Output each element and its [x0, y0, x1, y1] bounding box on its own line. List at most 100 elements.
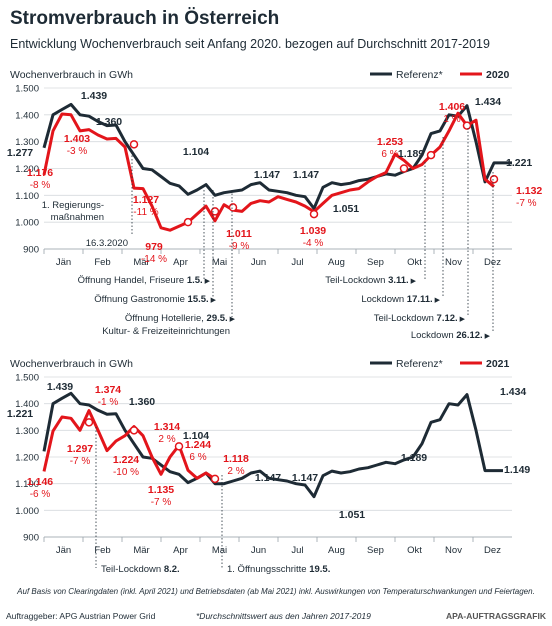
- x-tick-label: Mai: [212, 257, 227, 268]
- event-label: Öffnung Gastronomie 15.5. ▶: [94, 294, 216, 305]
- x-tick-label: Dez: [484, 545, 501, 556]
- data-point-marker: [129, 426, 139, 435]
- legend-label-current: 2021: [486, 358, 510, 370]
- data-label-reference: 1.277: [7, 147, 33, 159]
- data-label-percent: -10 %: [113, 467, 139, 478]
- data-label-reference: 1.434: [475, 96, 501, 108]
- event-label: Lockdown 26.12. ▶: [411, 330, 491, 341]
- data-label-percent: -8 %: [30, 180, 51, 191]
- x-tick-label: Sep: [367, 545, 384, 556]
- data-label-current: 1.135: [148, 484, 174, 496]
- series-line-current: [42, 409, 216, 481]
- annotation-date: 16.3.2020: [86, 238, 128, 249]
- legend-label-current: 2020: [486, 69, 510, 81]
- data-point-marker: [129, 140, 139, 149]
- data-label-current: 1.297: [67, 443, 93, 455]
- data-label-current: 1.253: [377, 136, 403, 148]
- y-tick-label: 1.100: [15, 191, 39, 202]
- data-label-percent: 6 %: [381, 149, 398, 160]
- data-label-current: 1.118: [223, 453, 249, 465]
- data-point-marker: [174, 442, 184, 451]
- data-label-current: 1.011: [226, 228, 252, 240]
- data-label-reference: 1.434: [500, 386, 526, 398]
- data-label-current: 1.224: [113, 454, 139, 466]
- data-label-reference: 1.051: [339, 509, 365, 521]
- footer-credit: APA-AUFTRAGSGRAFIK: [446, 611, 546, 621]
- data-point-marker: [210, 474, 220, 484]
- data-label-reference: 1.360: [129, 396, 155, 408]
- y-tick-label: 900: [23, 533, 39, 544]
- x-tick-label: Okt: [407, 257, 422, 268]
- data-label-reference: 1.104: [183, 146, 209, 158]
- data-label-reference: 1.221: [506, 157, 532, 169]
- data-label-percent: 1 %: [443, 114, 460, 125]
- y-tick-label: 1.400: [15, 399, 39, 410]
- data-label-current: 1.039: [300, 225, 326, 237]
- series-line-reference: [42, 391, 503, 499]
- data-label-current: 1.146: [27, 476, 53, 488]
- y-tick-label: 900: [23, 245, 39, 256]
- data-label-reference: 1.051: [333, 203, 359, 215]
- y-tick-label: 1.200: [15, 164, 39, 175]
- event-label: Öffnung Handel, Friseure 1.5. ▶: [78, 275, 211, 286]
- data-label-reference: 1.149: [504, 464, 530, 476]
- data-label-reference: 1.147: [255, 472, 281, 484]
- data-label-percent: 6 %: [189, 452, 206, 463]
- data-label-reference: 1.439: [81, 90, 107, 102]
- data-point-marker: [399, 164, 409, 173]
- data-label-reference: 1.147: [293, 169, 319, 181]
- x-tick-label: Okt: [407, 545, 422, 556]
- data-point-marker: [462, 121, 472, 130]
- page-title: Stromverbrauch in Österreich: [10, 8, 280, 29]
- data-point-marker: [228, 203, 238, 212]
- data-label-percent: -6 %: [30, 489, 51, 500]
- event-label: Teil-Lockdown 8.2.: [101, 564, 180, 575]
- data-label-current: 1.127: [133, 194, 159, 206]
- data-label-current: 1.244: [185, 439, 211, 451]
- data-label-reference: 1.147: [292, 472, 318, 484]
- series-line-reference: [42, 102, 512, 210]
- x-tick-label: Nov: [445, 545, 462, 556]
- x-tick-label: Aug: [328, 257, 345, 268]
- data-label-percent: -9 %: [229, 241, 250, 252]
- data-label-current: 979: [145, 241, 163, 253]
- data-point-marker: [210, 207, 220, 216]
- y-axis-title: Wochenverbrauch in GWh: [10, 358, 133, 370]
- page-subtitle: Entwicklung Wochenverbrauch seit Anfang …: [10, 37, 490, 51]
- data-label-percent: -14 %: [141, 254, 167, 265]
- footer-note: *Durchschnittswert aus den Jahren 2017-2…: [196, 611, 371, 621]
- x-tick-label: Jän: [56, 545, 71, 556]
- data-label-reference: 1.189: [401, 452, 427, 464]
- data-point-marker: [489, 174, 499, 184]
- footer-source: Auftraggeber: APG Austrian Power Grid: [6, 611, 156, 621]
- y-tick-label: 1.500: [15, 84, 39, 95]
- data-label-current: 1.132: [516, 185, 542, 197]
- data-label-reference: 1.221: [7, 408, 33, 420]
- event-label: Öffnung Hotellerie, 29.5. ▶: [125, 313, 236, 324]
- data-label-percent: -4 %: [303, 238, 324, 249]
- legend-label-reference: Referenz*: [396, 69, 443, 81]
- x-tick-label: Jän: [56, 257, 71, 268]
- x-tick-label: Mai: [212, 545, 227, 556]
- x-tick-label: Jul: [291, 545, 303, 556]
- data-label-reference: 1.189: [398, 148, 424, 160]
- data-label-percent: -7 %: [516, 198, 537, 209]
- data-label-percent: -11 %: [133, 207, 158, 218]
- data-label-current: 1.176: [27, 167, 53, 179]
- data-point-marker: [426, 150, 436, 160]
- data-label-percent: -7 %: [70, 456, 91, 467]
- data-label-current: 1.374: [95, 384, 121, 396]
- event-label: Kultur- & Freizeiteinrichtungen: [102, 326, 230, 337]
- x-tick-label: Dez: [484, 257, 501, 268]
- event-label: Lockdown 17.11. ▶: [361, 294, 440, 305]
- x-tick-label: Apr: [173, 545, 188, 556]
- y-axis-title: Wochenverbrauch in GWh: [10, 69, 133, 81]
- y-tick-label: 1.000: [15, 218, 39, 229]
- data-label-percent: -1 %: [98, 397, 119, 408]
- x-tick-label: Apr: [173, 257, 188, 268]
- annotation-label: 1. Regierungs-: [42, 200, 104, 211]
- data-label-percent: 2 %: [158, 434, 175, 445]
- data-label-reference: 1.104: [183, 430, 209, 442]
- data-label-percent: -3 %: [67, 146, 88, 157]
- x-tick-label: Aug: [328, 545, 345, 556]
